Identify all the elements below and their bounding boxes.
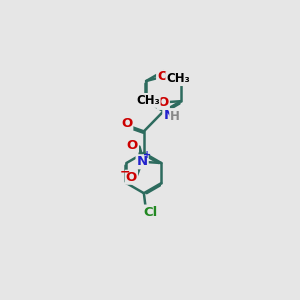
Text: CH₃: CH₃ [136, 94, 160, 107]
Text: +: + [143, 150, 152, 160]
Text: O: O [157, 70, 168, 83]
Text: O: O [158, 96, 169, 109]
Text: O: O [127, 139, 138, 152]
Text: −: − [120, 165, 130, 178]
Text: CH₃: CH₃ [166, 72, 190, 85]
Text: N: N [163, 109, 175, 122]
Text: H: H [170, 110, 180, 123]
Text: N: N [136, 155, 148, 168]
Text: O: O [126, 171, 137, 184]
Text: O: O [121, 117, 132, 130]
Text: Cl: Cl [143, 206, 158, 219]
